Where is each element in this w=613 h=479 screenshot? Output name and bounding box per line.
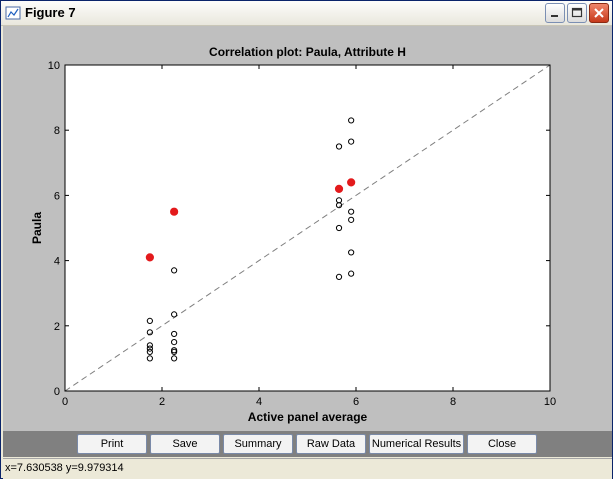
- data-point: [146, 342, 153, 349]
- y-tick-label: 4: [54, 256, 60, 268]
- y-tick-label: 0: [54, 386, 60, 398]
- x-tick-label: 6: [353, 396, 359, 408]
- highlighted-data-point: [145, 253, 154, 262]
- y-tick-label: 10: [48, 60, 60, 72]
- data-point: [335, 273, 343, 280]
- data-point: [348, 216, 355, 223]
- identity-diagonal-line: [64, 64, 551, 392]
- data-point: [171, 355, 178, 362]
- button-toolbar: Print Save Summary Raw Data Numerical Re…: [3, 431, 612, 457]
- raw-data-button[interactable]: Raw Data: [296, 434, 366, 454]
- x-tick-label: 2: [159, 396, 165, 408]
- data-point: [348, 270, 355, 277]
- data-point: [335, 224, 343, 232]
- data-point: [146, 317, 153, 325]
- data-point: [348, 208, 355, 215]
- close-window-button[interactable]: [589, 3, 609, 23]
- figure-app-icon: [5, 5, 21, 21]
- close-icon: [594, 8, 604, 18]
- y-tick-label: 8: [54, 125, 60, 137]
- data-point: [171, 339, 178, 346]
- x-tick-label: 0: [62, 396, 68, 408]
- highlighted-data-point: [334, 184, 344, 193]
- minimize-icon: [551, 15, 558, 17]
- data-point: [348, 138, 355, 145]
- title-bar[interactable]: Figure 7: [1, 1, 612, 26]
- status-bar: x=7.630538 y=9.979314: [3, 458, 612, 479]
- close-button[interactable]: Close: [467, 434, 537, 454]
- x-tick-label: 10: [544, 396, 556, 408]
- chart-title: Correlation plot: Paula, Attribute H: [209, 45, 406, 59]
- summary-button[interactable]: Summary: [223, 434, 293, 454]
- data-point: [171, 311, 178, 318]
- x-axis-label: Active panel average: [248, 410, 368, 424]
- data-point: [146, 329, 153, 336]
- data-point: [171, 267, 178, 274]
- data-point: [171, 348, 178, 355]
- axes-area[interactable]: [64, 64, 551, 392]
- y-tick-label: 6: [54, 190, 60, 202]
- data-point: [146, 345, 153, 352]
- data-point: [146, 355, 153, 362]
- x-tick-label: 8: [450, 396, 456, 408]
- data-point: [348, 117, 355, 124]
- data-point: [171, 330, 178, 338]
- maximize-icon: [571, 7, 583, 18]
- figure-canvas[interactable]: Correlation plot: Paula, Attribute H Act…: [3, 26, 612, 431]
- data-point: [335, 143, 343, 150]
- x-tick-label: 4: [256, 396, 262, 408]
- data-point: [146, 348, 153, 355]
- numerical-results-button[interactable]: Numerical Results: [369, 434, 464, 454]
- cursor-coordinates: x=7.630538 y=9.979314: [5, 462, 124, 474]
- data-points: [145, 117, 356, 362]
- y-axis-label: Paula: [30, 212, 44, 244]
- axis-ticks: 0 2 4 6 8 10 0 2 4 6 8 10: [48, 60, 556, 408]
- correlation-plot[interactable]: Correlation plot: Paula, Attribute H Act…: [3, 26, 612, 431]
- highlighted-data-point: [170, 207, 179, 216]
- y-tick-label: 2: [54, 321, 60, 333]
- data-point: [348, 249, 355, 256]
- highlighted-data-point: [347, 178, 356, 187]
- window-title: Figure 7: [25, 5, 76, 20]
- minimize-button[interactable]: [545, 3, 565, 23]
- maximize-button[interactable]: [567, 3, 587, 23]
- print-button[interactable]: Print: [77, 434, 147, 454]
- save-button[interactable]: Save: [150, 434, 220, 454]
- data-point: [335, 202, 343, 209]
